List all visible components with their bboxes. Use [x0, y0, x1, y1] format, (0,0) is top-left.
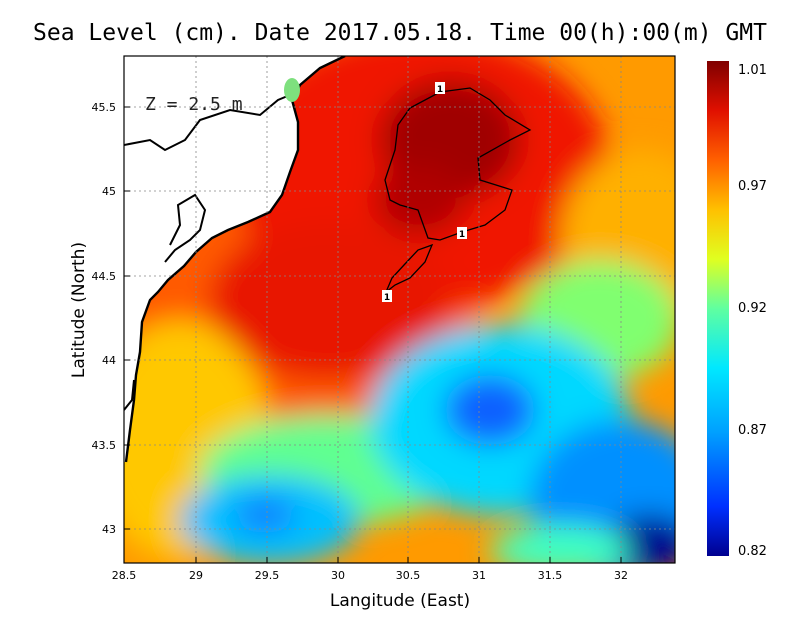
y-tick-labels: 43 43.5 44 44.5 45 45.5	[92, 101, 117, 536]
x-tick-label: 29.5	[255, 569, 280, 582]
inland-border	[124, 94, 291, 152]
colorbar-label: 0.87	[738, 423, 767, 438]
field-red-center	[210, 220, 450, 380]
x-axis-label: Langitude (East)	[330, 591, 470, 611]
coastline	[124, 56, 346, 463]
field-green-south-edge	[490, 525, 630, 563]
y-tick-label: 44	[102, 354, 116, 367]
land-mass	[124, 56, 345, 462]
plot-area	[124, 56, 675, 563]
y-tick-label: 45	[102, 185, 116, 198]
colorbar-label: 0.92	[738, 301, 767, 316]
x-tick-label: 29	[189, 569, 203, 582]
y-tick-label: 43	[102, 523, 116, 536]
y-tick-label: 44.5	[92, 270, 117, 283]
field-max-extension	[375, 165, 465, 235]
contour-label: 1	[437, 85, 443, 95]
x-tick-label: 32	[614, 569, 628, 582]
contour-label-box	[457, 227, 467, 239]
contour-label-box	[435, 82, 445, 94]
y-tick-label: 45.5	[92, 101, 117, 114]
contour-line-1	[384, 87, 532, 241]
contour-label: 1	[384, 293, 390, 303]
field-low-center	[445, 375, 535, 445]
colorbar-bar	[707, 61, 729, 556]
colorbar-label: 0.97	[738, 179, 767, 194]
contour-label: 1	[459, 230, 465, 240]
sea-level-field	[124, 56, 675, 563]
x-tick-label: 28.5	[112, 569, 137, 582]
tick-marks	[124, 106, 622, 563]
plot-frame	[123, 55, 676, 564]
inland-border	[164, 193, 207, 263]
x-tick-labels: 28.5 29 29.5 30 30.5 31 31.5 32	[112, 569, 628, 582]
x-tick-label: 30.5	[396, 569, 421, 582]
contour-label-box	[382, 290, 392, 302]
field-low-southwest	[235, 497, 295, 533]
x-tick-label: 30	[331, 569, 345, 582]
y-tick-label: 43.5	[92, 439, 117, 452]
colorbar: 1.01 0.97 0.92 0.87 0.82	[707, 61, 767, 559]
x-tick-label: 31.5	[538, 569, 563, 582]
y-axis-label: Latitude (North)	[69, 242, 89, 378]
depth-annotation: Z = 2.5 m	[145, 94, 243, 115]
x-tick-label: 31	[472, 569, 486, 582]
inland-border	[124, 379, 135, 411]
colorbar-label: 0.82	[738, 544, 767, 559]
contour-labels: 1 1 1	[382, 82, 467, 303]
colorbar-label: 1.01	[738, 63, 767, 78]
grid-lines	[124, 56, 675, 563]
map-title: Sea Level (cm). Date 2017.05.18. Time 00…	[33, 20, 767, 46]
coastal-green-patch	[284, 78, 300, 102]
